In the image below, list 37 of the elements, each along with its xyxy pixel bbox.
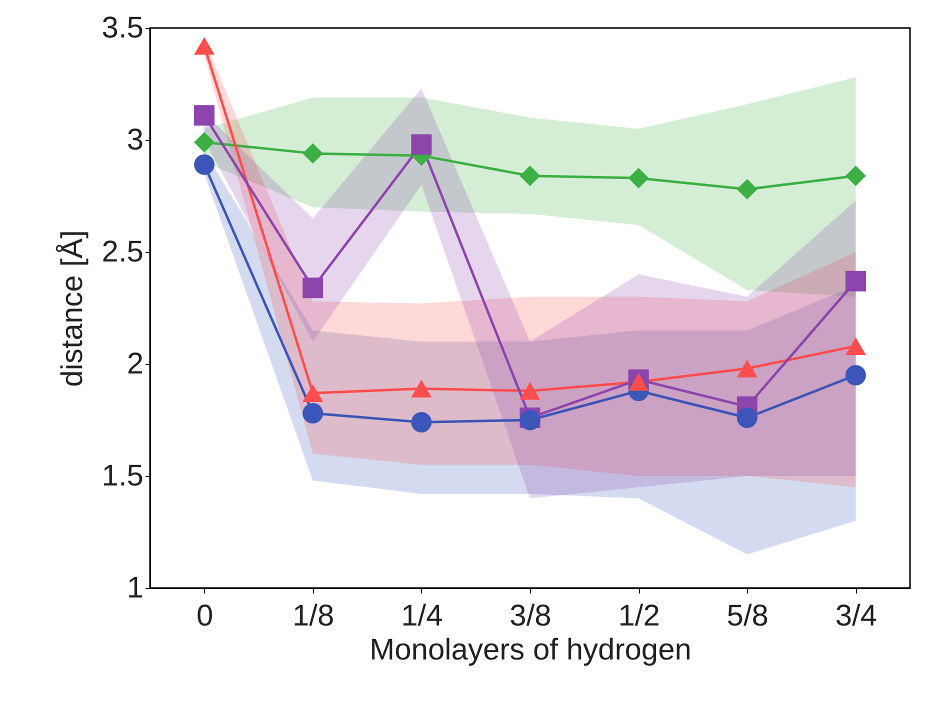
y-tick-label: 3 (126, 124, 144, 156)
point (628, 373, 649, 391)
point (194, 37, 215, 55)
point (194, 154, 215, 175)
point (845, 166, 866, 186)
y-tick-label: 3.5 (102, 12, 144, 44)
point (845, 337, 866, 355)
point (520, 166, 540, 186)
x-axis-title: Monolayers of hydrogen (370, 634, 692, 666)
point (302, 384, 324, 402)
y-tick-label: 1.5 (102, 460, 144, 492)
point (736, 179, 758, 200)
y-tick-label: 2 (126, 348, 144, 380)
point (302, 143, 324, 164)
point (845, 270, 866, 292)
point (411, 134, 432, 155)
point (845, 364, 866, 386)
point (628, 168, 649, 188)
x-tick-label: 5/8 (726, 600, 768, 632)
point (411, 380, 432, 398)
x-tick-label: 3/4 (835, 600, 878, 632)
point (194, 132, 215, 152)
y-tick-label: 1 (126, 572, 144, 604)
x-tick-label: 0 (196, 600, 214, 632)
point (520, 382, 540, 400)
point (302, 278, 324, 298)
point (736, 408, 758, 428)
x-tick-label: 1/2 (618, 600, 660, 632)
point (736, 360, 758, 378)
point (411, 412, 432, 432)
y-tick-label: 2.5 (102, 236, 144, 268)
x-tick-label: 1/4 (401, 600, 443, 632)
x-tick-label: 1/8 (292, 600, 334, 632)
y-axis-title: distance [Å] (54, 230, 89, 387)
point (194, 105, 215, 126)
x-tick-label: 3/8 (510, 600, 552, 632)
point (302, 403, 324, 424)
